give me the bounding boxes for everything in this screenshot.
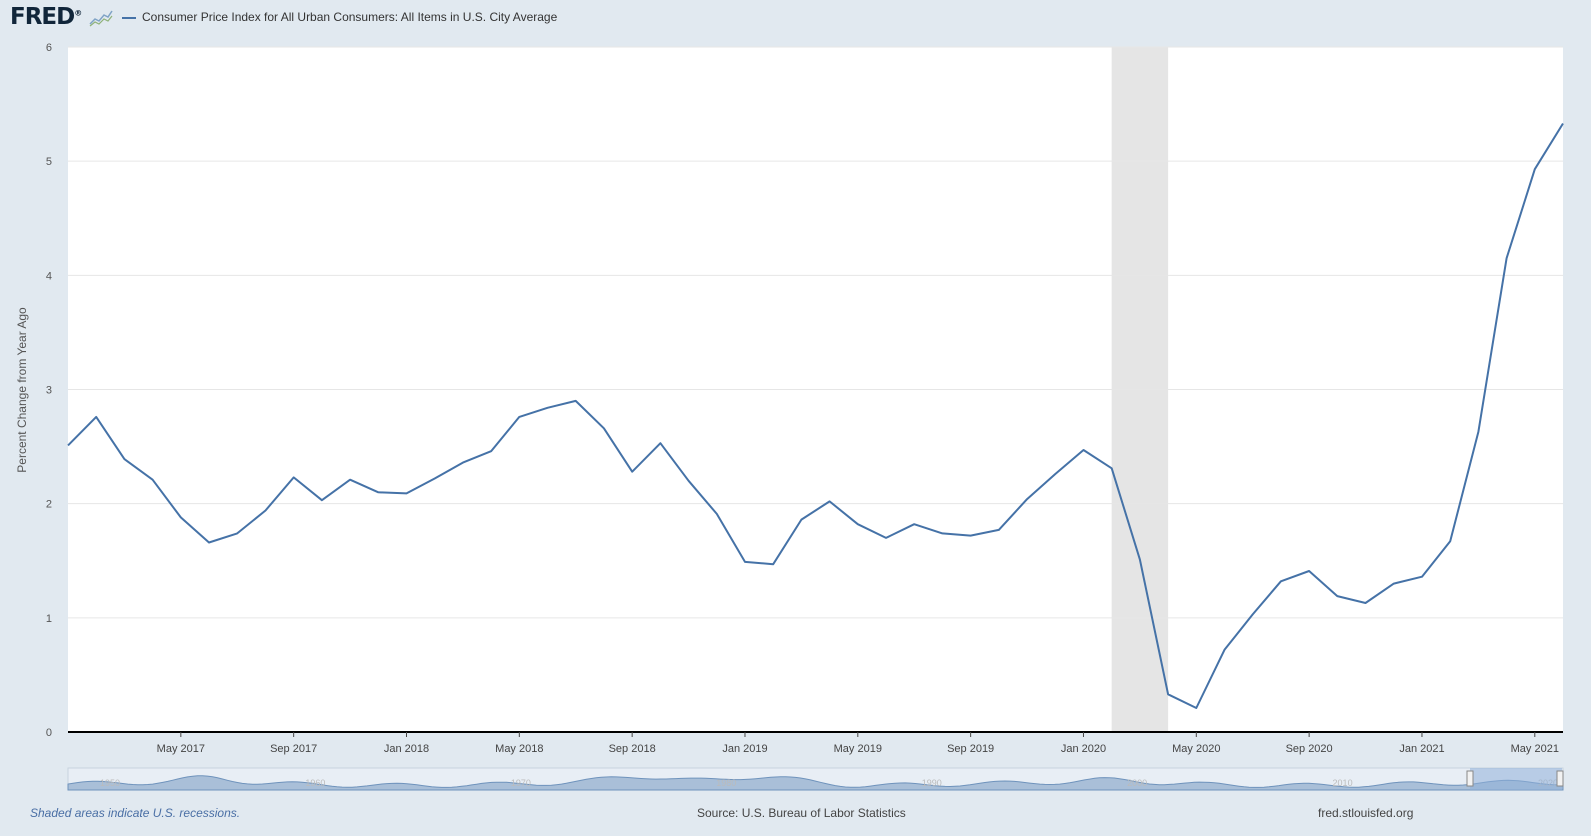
- data-point[interactable]: [291, 474, 297, 480]
- data-point[interactable]: [714, 511, 720, 517]
- plot-area: [65, 46, 1566, 732]
- data-point[interactable]: [178, 514, 184, 520]
- x-tick-label: Sep 2020: [1286, 743, 1333, 755]
- data-point[interactable]: [545, 405, 551, 411]
- data-point[interactable]: [1306, 568, 1312, 574]
- y-tick-label: 5: [46, 156, 52, 168]
- data-point[interactable]: [1024, 496, 1030, 502]
- x-tick-label: May 2021: [1511, 743, 1559, 755]
- recession-note: Shaded areas indicate U.S. recessions.: [30, 806, 241, 820]
- navigator-year-label: 2010: [1333, 778, 1353, 788]
- data-point[interactable]: [1222, 647, 1228, 653]
- site-url[interactable]: fred.stlouisfed.org: [1318, 806, 1414, 820]
- source-text: Source: U.S. Bureau of Labor Statistics: [697, 806, 906, 820]
- navigator-year-label: 1990: [922, 778, 942, 788]
- navigator-year-label: 1980: [716, 778, 736, 788]
- data-point[interactable]: [1391, 581, 1397, 587]
- data-point[interactable]: [1250, 611, 1256, 617]
- y-tick-label: 2: [46, 499, 52, 511]
- y-axis-title: Percent Change from Year Ago: [15, 307, 29, 473]
- data-point[interactable]: [968, 533, 974, 539]
- data-point[interactable]: [657, 440, 663, 446]
- data-point[interactable]: [686, 478, 692, 484]
- x-tick-label: May 2019: [834, 743, 882, 755]
- y-tick-label: 4: [46, 270, 52, 282]
- chart-header: FRED® Consumer Price Index for All Urban…: [0, 0, 1591, 46]
- x-tick-label: Jan 2018: [384, 743, 429, 755]
- x-tick-label: Jan 2021: [1399, 743, 1444, 755]
- data-point[interactable]: [883, 535, 889, 541]
- data-point[interactable]: [121, 456, 127, 462]
- data-point[interactable]: [65, 442, 71, 448]
- data-point[interactable]: [319, 497, 325, 503]
- range-navigator[interactable]: 19501960197019801990200020102020: [67, 767, 1564, 791]
- data-point[interactable]: [1109, 465, 1115, 471]
- data-point[interactable]: [1165, 691, 1171, 697]
- legend-label[interactable]: Consumer Price Index for All Urban Consu…: [142, 10, 558, 24]
- data-point[interactable]: [1532, 166, 1538, 172]
- data-point[interactable]: [1278, 578, 1284, 584]
- data-point[interactable]: [347, 477, 353, 483]
- data-point[interactable]: [488, 448, 494, 454]
- navigator-history-area: [67, 775, 1564, 791]
- data-point[interactable]: [432, 476, 438, 482]
- data-point[interactable]: [939, 530, 945, 536]
- x-tick-label: Jan 2020: [1061, 743, 1106, 755]
- chart[interactable]: 0 1 2 3 4 5 6 May 2017 Sep 2017 Jan 2018 May 2018…: [0, 0, 1591, 800]
- data-point[interactable]: [629, 469, 635, 475]
- data-point[interactable]: [1447, 538, 1453, 544]
- data-point[interactable]: [262, 508, 268, 514]
- data-point[interactable]: [93, 414, 99, 420]
- data-point[interactable]: [375, 489, 381, 495]
- navigator-year-label: 1950: [100, 778, 120, 788]
- navigator-year-label: 2000: [1127, 778, 1147, 788]
- navigator-selected-range[interactable]: [1470, 768, 1562, 790]
- data-point[interactable]: [516, 414, 522, 420]
- legend-line-swatch: [122, 17, 136, 19]
- data-point[interactable]: [1052, 471, 1058, 477]
- data-point[interactable]: [150, 477, 156, 483]
- data-point[interactable]: [234, 530, 240, 536]
- y-tick-label: 0: [46, 727, 52, 739]
- x-tick-label: May 2017: [157, 743, 205, 755]
- data-point[interactable]: [1475, 429, 1481, 435]
- y-tick-label: 6: [46, 42, 52, 54]
- navigator-right-handle[interactable]: [1556, 770, 1564, 787]
- data-point[interactable]: [1334, 593, 1340, 599]
- data-point[interactable]: [770, 561, 776, 567]
- x-tick-label: Jan 2019: [722, 743, 767, 755]
- x-tick-label: Sep 2019: [947, 743, 994, 755]
- data-point[interactable]: [855, 521, 861, 527]
- x-tick-label: May 2020: [1172, 743, 1220, 755]
- data-point[interactable]: [573, 398, 579, 404]
- data-point[interactable]: [1419, 574, 1425, 580]
- navigator-left-handle[interactable]: [1466, 770, 1474, 787]
- x-tick-label: Sep 2018: [609, 743, 656, 755]
- data-point[interactable]: [827, 498, 833, 504]
- y-tick-label: 3: [46, 385, 52, 397]
- y-tick-label: 1: [46, 613, 52, 625]
- navigator-year-label: 1960: [305, 778, 325, 788]
- x-tick-label: May 2018: [495, 743, 543, 755]
- data-point[interactable]: [601, 425, 607, 431]
- data-point[interactable]: [798, 517, 804, 523]
- data-point[interactable]: [403, 490, 409, 496]
- data-point[interactable]: [1560, 120, 1566, 126]
- data-point[interactable]: [1504, 255, 1510, 261]
- series-line[interactable]: [67, 122, 1564, 709]
- data-point[interactable]: [206, 539, 212, 545]
- data-point[interactable]: [460, 460, 466, 466]
- data-point[interactable]: [911, 521, 917, 527]
- data-point[interactable]: [1080, 447, 1086, 453]
- data-point[interactable]: [742, 559, 748, 565]
- data-point[interactable]: [996, 527, 1002, 533]
- mini-line-chart-icon: [89, 9, 113, 27]
- data-point[interactable]: [1363, 600, 1369, 606]
- fred-logo[interactable]: FRED®: [10, 4, 82, 30]
- data-point[interactable]: [1137, 557, 1143, 563]
- navigator-year-label: 1970: [511, 778, 531, 788]
- x-tick-label: Sep 2017: [270, 743, 317, 755]
- data-point[interactable]: [1193, 705, 1199, 711]
